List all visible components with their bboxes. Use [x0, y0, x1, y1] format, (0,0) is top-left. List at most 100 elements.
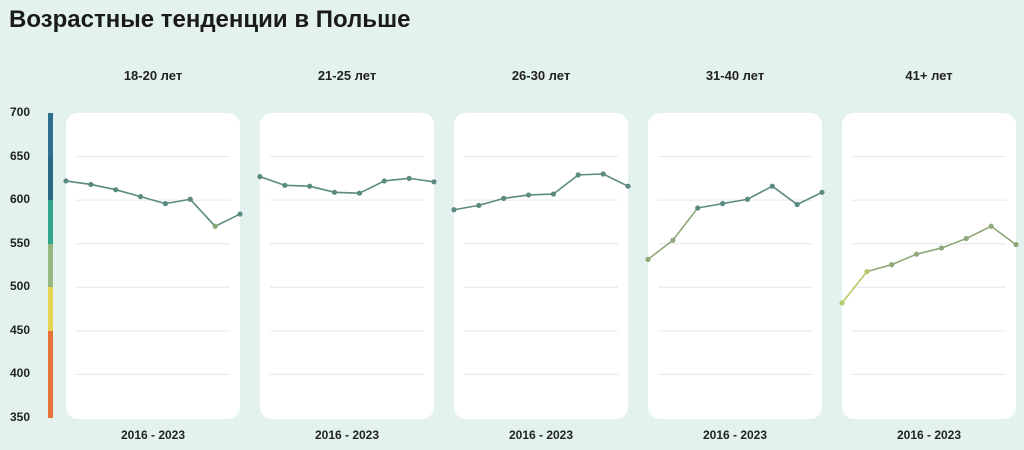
series-line-segment: [115, 188, 141, 198]
data-point: [113, 187, 119, 193]
series-line-segment: [965, 225, 992, 240]
data-point: [719, 201, 726, 207]
series-line-segment: [214, 213, 241, 228]
series-line-segment: [409, 177, 435, 183]
x-axis-label: 2016 - 2023: [120, 428, 186, 442]
data-point: [819, 189, 825, 195]
data-point: [645, 256, 651, 262]
color-scale-segment: [48, 243, 53, 288]
color-scale-segment: [48, 200, 53, 244]
y-tick-label: 400: [10, 366, 31, 381]
data-point: [307, 183, 313, 189]
data-point: [864, 269, 870, 275]
series-line-segment: [722, 198, 748, 205]
series-line-segment: [891, 253, 917, 266]
data-point: [963, 235, 969, 242]
panel-background: [66, 113, 240, 419]
series-line-segment: [284, 184, 310, 187]
series-line-segment: [796, 191, 823, 206]
data-point: [187, 196, 193, 202]
series-line-segment: [578, 173, 604, 176]
data-point: [451, 207, 457, 213]
panel-background: [842, 113, 1016, 419]
series-line-segment: [647, 239, 674, 261]
data-point: [525, 192, 532, 198]
series-line-segment: [841, 271, 868, 304]
y-tick-label: 700: [10, 105, 31, 119]
data-point: [794, 201, 800, 208]
series-line-segment: [334, 191, 360, 194]
data-point: [695, 205, 701, 211]
x-axis-label: 2016 - 2023: [508, 428, 574, 442]
y-tick-label: 350: [10, 410, 31, 424]
x-axis-label: 2016 - 2023: [702, 428, 768, 442]
series-line-segment: [866, 263, 892, 273]
y-tick-label: 550: [10, 235, 31, 250]
data-point: [988, 223, 994, 229]
data-point: [237, 211, 243, 217]
series-line-segment: [189, 198, 216, 227]
y-tick-label: 650: [10, 148, 31, 163]
data-point: [63, 178, 69, 184]
series-line-segment: [90, 183, 116, 191]
series-line-segment: [65, 180, 91, 186]
series-line-segment: [384, 177, 410, 182]
data-point: [938, 245, 945, 251]
data-point: [670, 237, 676, 243]
data-point: [257, 174, 263, 180]
data-point: [575, 172, 581, 178]
data-point: [769, 183, 775, 189]
data-point: [331, 189, 338, 195]
series-line-segment: [309, 185, 335, 194]
series-line-segment: [941, 237, 967, 249]
series-line-segment: [771, 185, 798, 206]
page-title: Возрастные тенденции в Польше: [9, 6, 411, 33]
series-line-segment: [259, 175, 286, 187]
y-tick-label: 500: [10, 279, 31, 294]
data-point: [476, 202, 482, 208]
series-line-segment: [140, 195, 166, 205]
data-point: [1013, 241, 1019, 248]
series-line-segment: [453, 204, 479, 211]
data-point: [406, 175, 412, 181]
data-point: [501, 195, 507, 201]
panel-title: 31-40 лет: [705, 68, 765, 83]
data-point: [625, 183, 631, 189]
series-line-segment: [697, 202, 723, 209]
color-scale-segment: [48, 287, 53, 331]
data-point: [913, 251, 920, 257]
data-point: [137, 194, 144, 200]
panel-background: [260, 113, 434, 419]
series-line-segment: [602, 173, 629, 187]
data-point: [282, 182, 288, 188]
data-point: [600, 171, 606, 177]
data-point: [356, 190, 363, 196]
panel-title: 26-30 лет: [511, 68, 571, 83]
panel-background: [454, 113, 628, 419]
data-point: [88, 181, 94, 188]
panel-title: 41+ лет: [905, 68, 953, 83]
panel-title: 21-25 лет: [317, 68, 377, 83]
x-axis-label: 2016 - 2023: [314, 428, 380, 442]
y-tick-label: 450: [10, 322, 31, 337]
series-line-segment: [552, 174, 579, 195]
series-line-segment: [503, 194, 529, 200]
y-tick-label: 600: [10, 192, 31, 207]
series-line-segment: [916, 247, 942, 255]
color-scale-segment: [48, 330, 53, 418]
series-line-segment: [165, 198, 191, 205]
color-scale-segment: [48, 156, 53, 201]
data-point: [744, 196, 751, 202]
data-point: [839, 300, 845, 306]
series-line-segment: [672, 207, 699, 241]
series-line-segment: [990, 225, 1017, 246]
data-point: [889, 262, 895, 268]
series-line-segment: [359, 180, 385, 194]
data-point: [162, 201, 169, 207]
series-line-segment: [478, 197, 504, 207]
data-point: [381, 178, 387, 184]
color-scale-segment: [48, 113, 53, 157]
data-point: [550, 191, 557, 197]
data-point: [212, 223, 218, 229]
